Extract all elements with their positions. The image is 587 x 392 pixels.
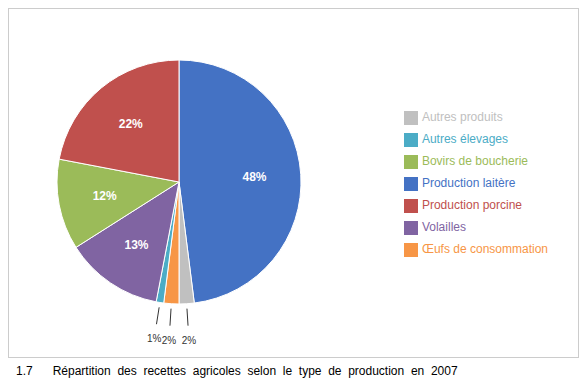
svg-text:2%: 2%: [182, 335, 197, 346]
html-text:Bovirs de boucherie: Bovirs de boucherie: [421, 154, 528, 168]
html-text:Autres produits: Autres produits: [421, 110, 503, 124]
html-text:Volailles: Volailles: [421, 220, 466, 234]
html-text:Production porcine: Production porcine: [421, 198, 522, 212]
svg-text:48%: 48%: [242, 170, 266, 184]
html-text:Production laitère: Production laitère: [421, 176, 516, 190]
svg-text:2%: 2%: [162, 335, 177, 346]
html-text:Œufs de consommation: Œufs de consommation: [421, 242, 548, 256]
svg-text:13%: 13%: [124, 238, 148, 252]
svg-text:1%: 1%: [147, 333, 162, 344]
html-text:Autres élevages: Autres élevages: [421, 132, 508, 146]
html-text:1.7 Répartition des recettes a: 1.7 Répartition des recettes agricoles s…: [16, 364, 458, 378]
svg-text:12%: 12%: [93, 189, 117, 203]
svg-text:22%: 22%: [119, 117, 143, 131]
